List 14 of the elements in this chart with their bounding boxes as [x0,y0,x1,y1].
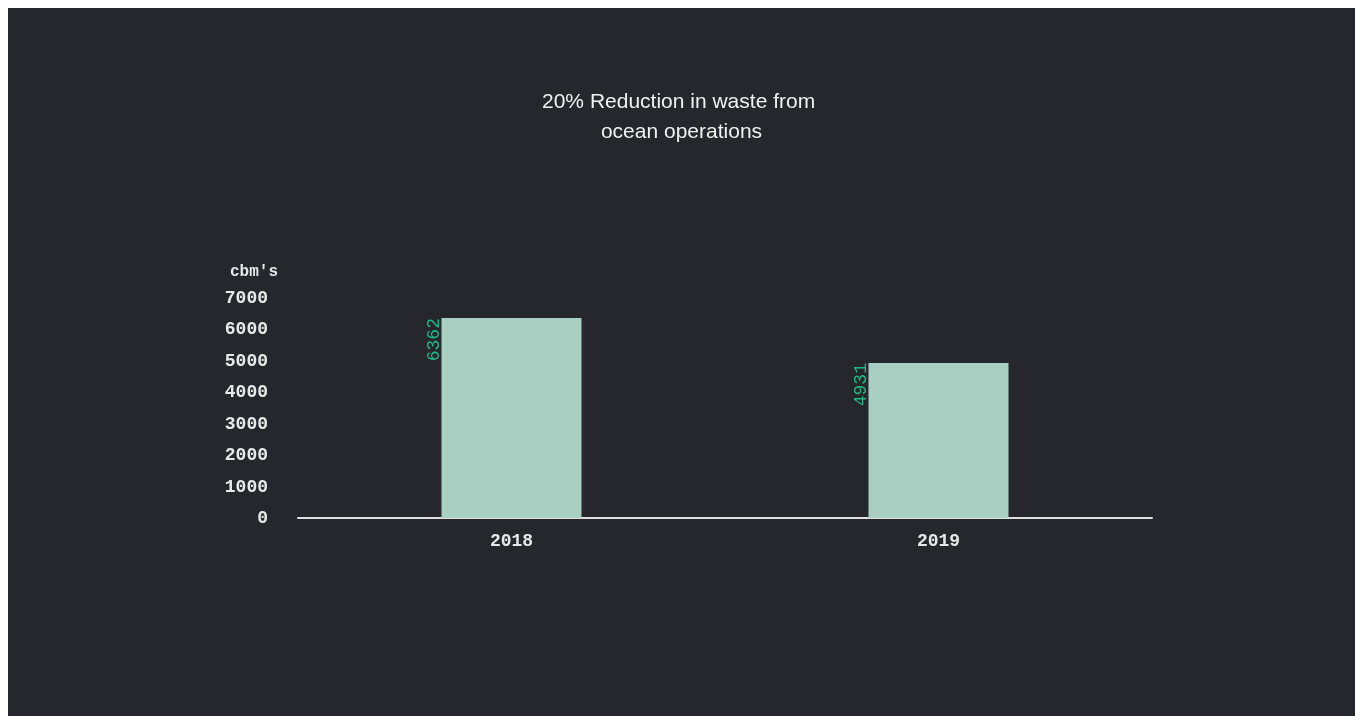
y-tick-label: 2000 [224,445,268,466]
y-tick-label: 0 [257,508,268,528]
y-tick-label: 5000 [224,350,268,371]
y-tick-label: 7000 [224,288,268,308]
y-tick-label: 1000 [224,476,268,497]
y-tick-label: 3000 [224,413,268,434]
data-label: 6362 [423,318,444,362]
x-tick-label: 2018 [489,531,534,551]
y-tick-label: 4000 [224,382,268,403]
data-label: 4931 [850,363,871,407]
chart-title: 20% Reduction in waste from ocean operations [542,88,821,142]
x-tick-label: 2019 [916,531,961,551]
y-axis-title: cbm's [229,263,278,281]
y-tick-label: 6000 [224,319,268,340]
